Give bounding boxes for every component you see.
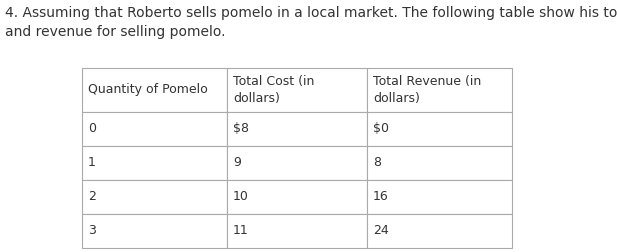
Bar [82,180,227,214]
Text: 0: 0 [88,122,96,136]
Bar [82,112,227,146]
Text: 8: 8 [373,156,381,170]
Text: 24: 24 [373,225,389,237]
Bar [367,180,512,214]
Text: 2: 2 [88,191,96,204]
Text: 11: 11 [233,225,249,237]
Bar [227,180,367,214]
Bar [367,68,512,112]
Bar [227,112,367,146]
Bar [82,214,227,248]
Bar [82,146,227,180]
Text: $0: $0 [373,122,389,136]
Text: Quantity of Pomelo: Quantity of Pomelo [88,83,208,97]
Text: 1: 1 [88,156,96,170]
Bar [367,112,512,146]
Text: 3: 3 [88,225,96,237]
Bar [227,146,367,180]
Bar [367,146,512,180]
Bar [227,68,367,112]
Bar [227,214,367,248]
Text: 4. Assuming that Roberto sells pomelo in a local market. The following table sho: 4. Assuming that Roberto sells pomelo in… [5,6,617,39]
Bar [367,214,512,248]
Text: Total Cost (in
dollars): Total Cost (in dollars) [233,75,315,105]
Text: Total Revenue (in
dollars): Total Revenue (in dollars) [373,75,481,105]
Text: 10: 10 [233,191,249,204]
Text: $8: $8 [233,122,249,136]
Text: 9: 9 [233,156,241,170]
Bar [82,68,227,112]
Text: 16: 16 [373,191,389,204]
